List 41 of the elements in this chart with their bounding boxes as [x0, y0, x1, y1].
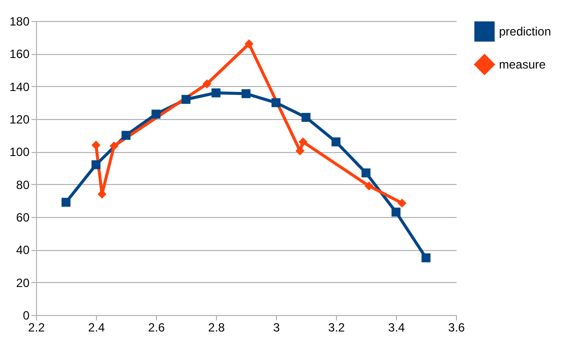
y-tick-label: 60 [16, 210, 30, 224]
point [182, 94, 190, 104]
y-tick-label: 180 [9, 14, 30, 28]
point [362, 168, 370, 178]
x-tick-label: 2.8 [208, 320, 226, 334]
y-tick-label: 20 [16, 276, 30, 290]
point [152, 110, 160, 119]
x-tick-label: 2.6 [148, 320, 166, 334]
point [212, 88, 220, 98]
point [272, 98, 280, 108]
point [202, 79, 212, 88]
point [92, 140, 100, 150]
legend-label: prediction [499, 24, 552, 38]
y-tick-label: 0 [22, 308, 30, 322]
point [302, 112, 310, 122]
point [422, 253, 430, 262]
x-tick-label: 2.4 [88, 320, 106, 334]
x-tick-label: 3.6 [448, 320, 466, 334]
x-tick-label: 2.2 [28, 320, 46, 334]
y-tick-label: 140 [9, 80, 30, 94]
y-tick-label: 100 [9, 145, 30, 160]
point [242, 89, 250, 98]
point [122, 130, 130, 140]
point [110, 141, 118, 150]
point [332, 137, 340, 146]
point [62, 198, 70, 207]
x-tick-label: 3.4 [388, 320, 406, 334]
point [244, 39, 254, 48]
y-tick-label: 120 [9, 112, 30, 126]
y-tick-label: 40 [16, 243, 30, 258]
point [298, 137, 308, 146]
point [392, 208, 400, 217]
point [92, 160, 100, 170]
legend-label: measure [499, 58, 546, 72]
point [364, 181, 374, 190]
x-tick-label: 3.2 [328, 320, 346, 334]
y-tick-label: 160 [9, 47, 30, 62]
x-tick-label: 3 [273, 320, 280, 334]
y-tick-label: 80 [16, 178, 30, 192]
point [296, 146, 304, 156]
point [398, 198, 406, 208]
